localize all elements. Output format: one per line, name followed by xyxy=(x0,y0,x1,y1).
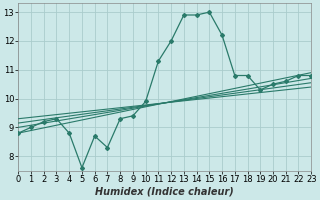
X-axis label: Humidex (Indice chaleur): Humidex (Indice chaleur) xyxy=(95,187,234,197)
